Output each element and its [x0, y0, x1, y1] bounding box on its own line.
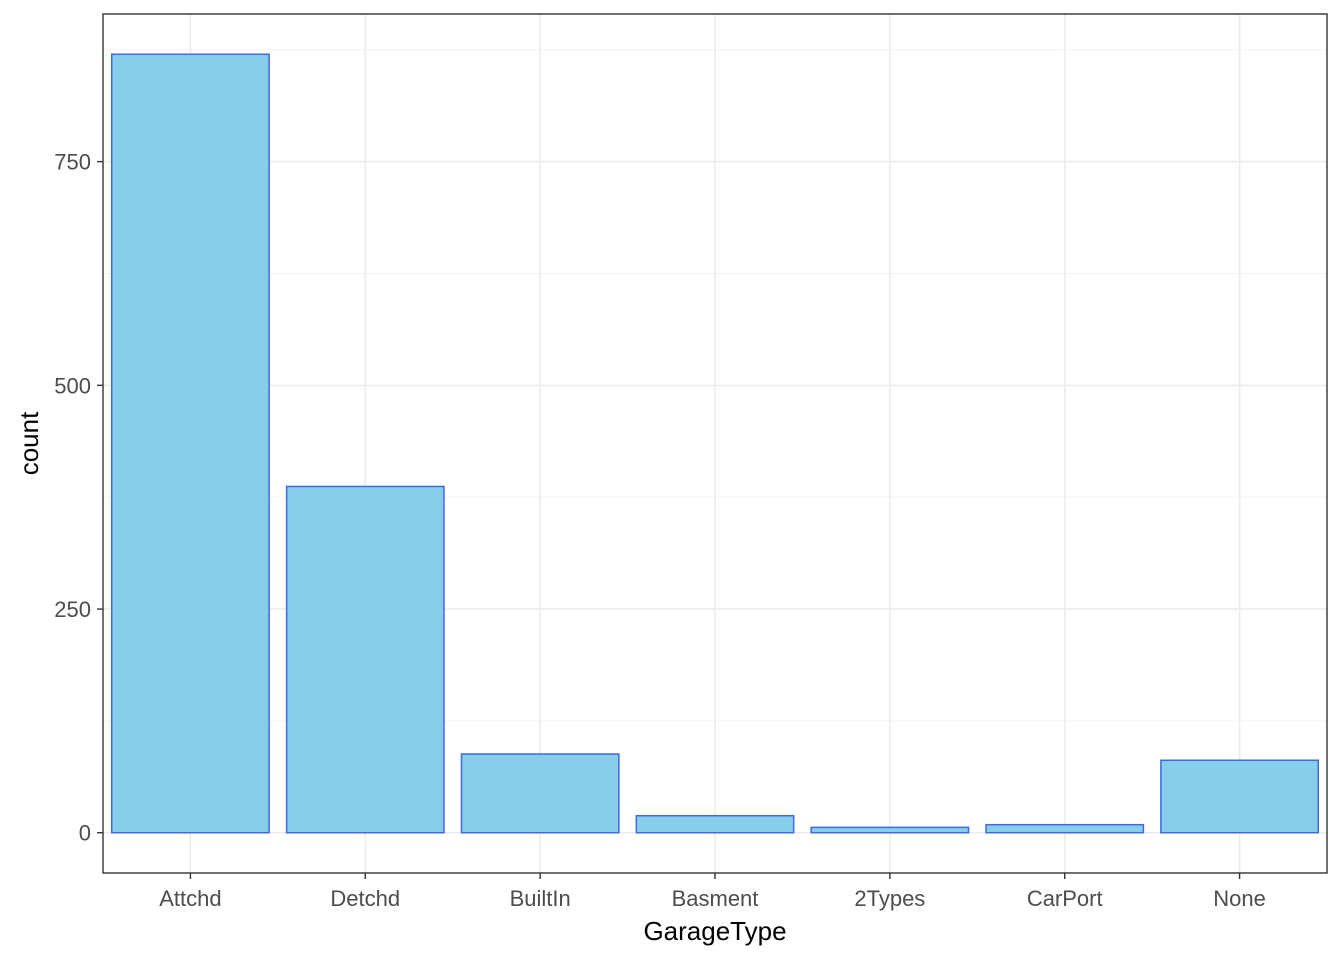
- y-tick-label: 500: [54, 373, 91, 398]
- bar-builtin: [460, 753, 620, 834]
- bar-carport: [985, 823, 1145, 834]
- x-tick-label: None: [1213, 886, 1266, 911]
- y-axis-title: count: [14, 411, 44, 475]
- y-tick-label: 250: [54, 597, 91, 622]
- y-tick-label: 0: [79, 821, 91, 846]
- bar-2types: [810, 826, 970, 834]
- x-tick-label: Basment: [672, 886, 759, 911]
- x-tick-label: CarPort: [1027, 886, 1103, 911]
- x-tick-label: 2Types: [854, 886, 925, 911]
- x-tick-label: BuiltIn: [510, 886, 571, 911]
- bar-none: [1160, 759, 1320, 834]
- bar-detchd: [285, 485, 445, 834]
- x-axis-title: GarageType: [643, 916, 786, 946]
- x-axis: Attchd Detchd BuiltIn Basment 2Types CarPort N…: [159, 873, 1266, 911]
- bars-group: [110, 53, 1320, 834]
- y-axis: 0 250 500 750: [54, 150, 103, 846]
- bar-attchd: [110, 53, 270, 834]
- x-tick-label: Detchd: [330, 886, 400, 911]
- x-tick-label: Attchd: [159, 886, 221, 911]
- bar-basment: [635, 814, 795, 834]
- y-tick-label: 750: [54, 150, 91, 175]
